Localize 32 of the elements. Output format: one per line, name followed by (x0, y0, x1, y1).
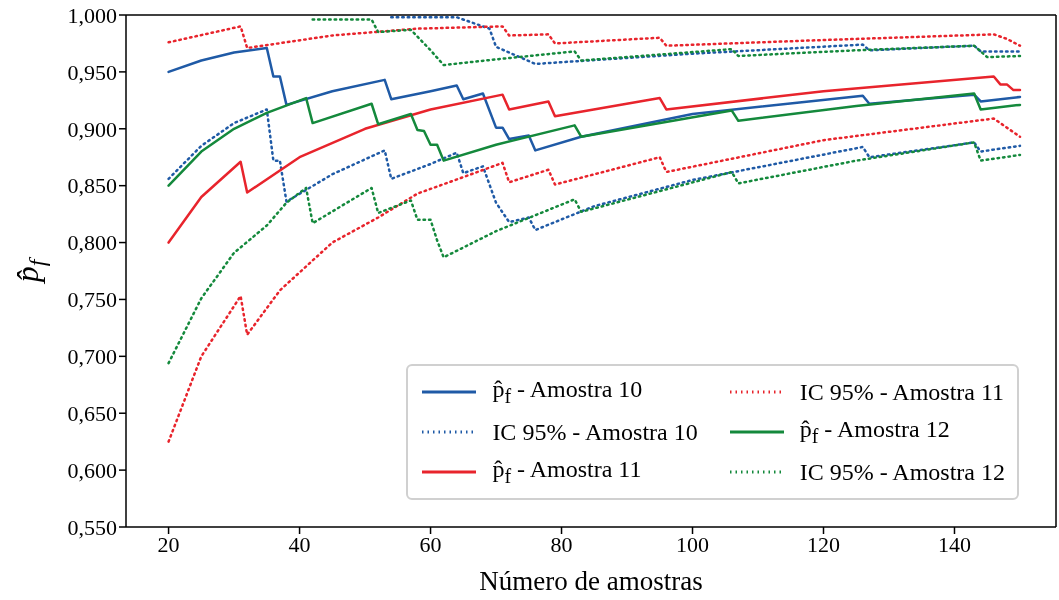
legend-label: IC 95% - Amostra 11 (799, 378, 1005, 406)
line-series (167, 92, 1022, 187)
legend-label: IC 95% - Amostra 12 (799, 458, 1005, 486)
y-tick-label: 0,950 (67, 59, 117, 85)
x-tick-label: 100 (676, 531, 710, 557)
legend-label: IC 95% - Amostra 10 (492, 418, 698, 446)
line-series (167, 75, 1022, 244)
y-tick-label: 0,850 (67, 173, 117, 199)
legend-label: p̂$_{f}$ - Amostra 11 (492, 456, 642, 488)
y-tick-label: 1,000 (67, 2, 117, 28)
x-tick-label: 60 (419, 531, 442, 557)
x-axis-title: Número de amostras (479, 566, 703, 596)
line-series (390, 16, 1022, 66)
line-series (167, 25, 1022, 50)
y-tick-label: 0,800 (67, 230, 117, 256)
y-tick-label: 0,600 (67, 457, 117, 483)
x-tick-label: 20 (157, 531, 180, 557)
y-tick-label: 0,750 (67, 287, 117, 313)
line-series (167, 108, 1022, 232)
line-series (311, 18, 1022, 67)
line-series (167, 117, 1022, 443)
y-tick-label: 0,700 (67, 344, 117, 370)
x-tick-label: 40 (288, 531, 311, 557)
x-tick-label: 80 (550, 531, 573, 557)
x-tick-label: 140 (937, 531, 971, 557)
y-tick-label: 0,550 (67, 514, 117, 540)
y-tick-label: 0,900 (67, 116, 117, 142)
x-tick-label: 120 (807, 531, 840, 557)
y-tick-label: 0,650 (67, 401, 117, 427)
legend-label: p̂$_{f}$ - Amostra 12 (799, 416, 950, 448)
line-series (167, 141, 1022, 365)
legend-label: p̂$_{f}$ - Amostra 10 (492, 376, 643, 408)
